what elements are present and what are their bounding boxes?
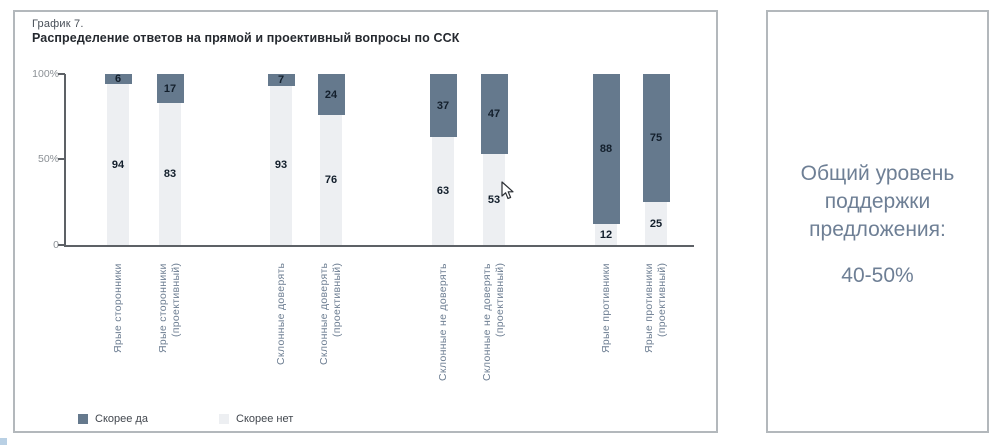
chart-title: Распределение ответов на прямой и проект… bbox=[32, 31, 460, 45]
bar-segment-no bbox=[645, 202, 667, 245]
bar-segment-no bbox=[483, 154, 505, 245]
bar-value-no: 12 bbox=[599, 228, 613, 241]
category-label: Склонные не доверять (проективный) bbox=[481, 263, 506, 381]
category-label: Склонные доверять (проективный) bbox=[318, 263, 343, 366]
category-label: Склонные доверять bbox=[274, 263, 287, 366]
corner-artifact bbox=[0, 438, 7, 445]
bar-value-no: 63 bbox=[436, 185, 450, 198]
x-axis-line bbox=[64, 245, 694, 247]
bar-segment-yes bbox=[104, 74, 132, 85]
y-tick-mark bbox=[58, 244, 65, 246]
category-label: Ярые противники bbox=[599, 263, 612, 353]
y-axis-line bbox=[64, 74, 66, 247]
y-tick-mark bbox=[58, 73, 65, 75]
bar-segment-yes bbox=[156, 74, 184, 104]
bar-segment-no bbox=[159, 103, 181, 245]
category-label: Склонные не доверять bbox=[436, 263, 449, 381]
bar-segment-no bbox=[270, 85, 292, 245]
bar-segment-no bbox=[107, 84, 129, 245]
bar-segment-no bbox=[595, 224, 617, 245]
y-tick-label-0: 0 bbox=[53, 239, 59, 251]
summary-text: Общий уровень поддержки предложения: bbox=[800, 162, 955, 241]
bar-segment-no bbox=[320, 115, 342, 245]
bar-value-no: 25 bbox=[649, 217, 663, 230]
y-tick-mark bbox=[58, 158, 65, 160]
chart-panel: График 7. Распределение ответов на прямо… bbox=[13, 10, 718, 433]
bar-value-yes: 75 bbox=[649, 132, 663, 145]
bar-value-yes: 6 bbox=[114, 73, 122, 86]
bar-segment-yes bbox=[642, 74, 670, 203]
category-label: Ярые сторонники (проективный) bbox=[157, 263, 182, 353]
bar-value-yes: 88 bbox=[599, 143, 613, 156]
y-tick-label-100: 100% bbox=[32, 68, 59, 80]
figure-number: График 7. bbox=[32, 18, 84, 30]
bar-value-yes: 7 bbox=[277, 73, 285, 86]
y-tick-label-50: 50% bbox=[37, 153, 59, 165]
category-label: Ярые сторонники bbox=[111, 263, 124, 353]
bar-value-yes: 17 bbox=[163, 82, 177, 95]
legend-label-no: Скорее нет bbox=[236, 413, 294, 425]
bar-value-no: 94 bbox=[111, 158, 125, 171]
bar-value-yes: 37 bbox=[436, 99, 450, 112]
bar-value-no: 53 bbox=[487, 193, 501, 206]
bar-value-no: 83 bbox=[163, 168, 177, 181]
bar-value-yes: 47 bbox=[487, 108, 501, 121]
bar-segment-yes bbox=[592, 74, 620, 225]
legend-swatch-yes bbox=[78, 414, 88, 424]
summary-value: 40-50% bbox=[841, 264, 914, 287]
bar-value-yes: 24 bbox=[324, 88, 338, 101]
bar-value-no: 93 bbox=[274, 159, 288, 172]
bar-segment-yes bbox=[317, 74, 345, 116]
bar-value-no: 76 bbox=[324, 174, 338, 187]
legend-swatch-no bbox=[219, 414, 229, 424]
bar-segment-yes bbox=[267, 74, 295, 86]
category-label: Ярые противники (проективный) bbox=[643, 263, 668, 353]
bar-segment-no bbox=[432, 137, 454, 245]
bar-segment-yes bbox=[429, 74, 457, 138]
mouse-cursor-icon bbox=[501, 181, 514, 200]
bar-segment-yes bbox=[480, 74, 508, 155]
summary-panel: Общий уровень поддержки предложения: 40-… bbox=[766, 10, 989, 433]
legend-label-yes: Скорее да bbox=[95, 413, 148, 425]
